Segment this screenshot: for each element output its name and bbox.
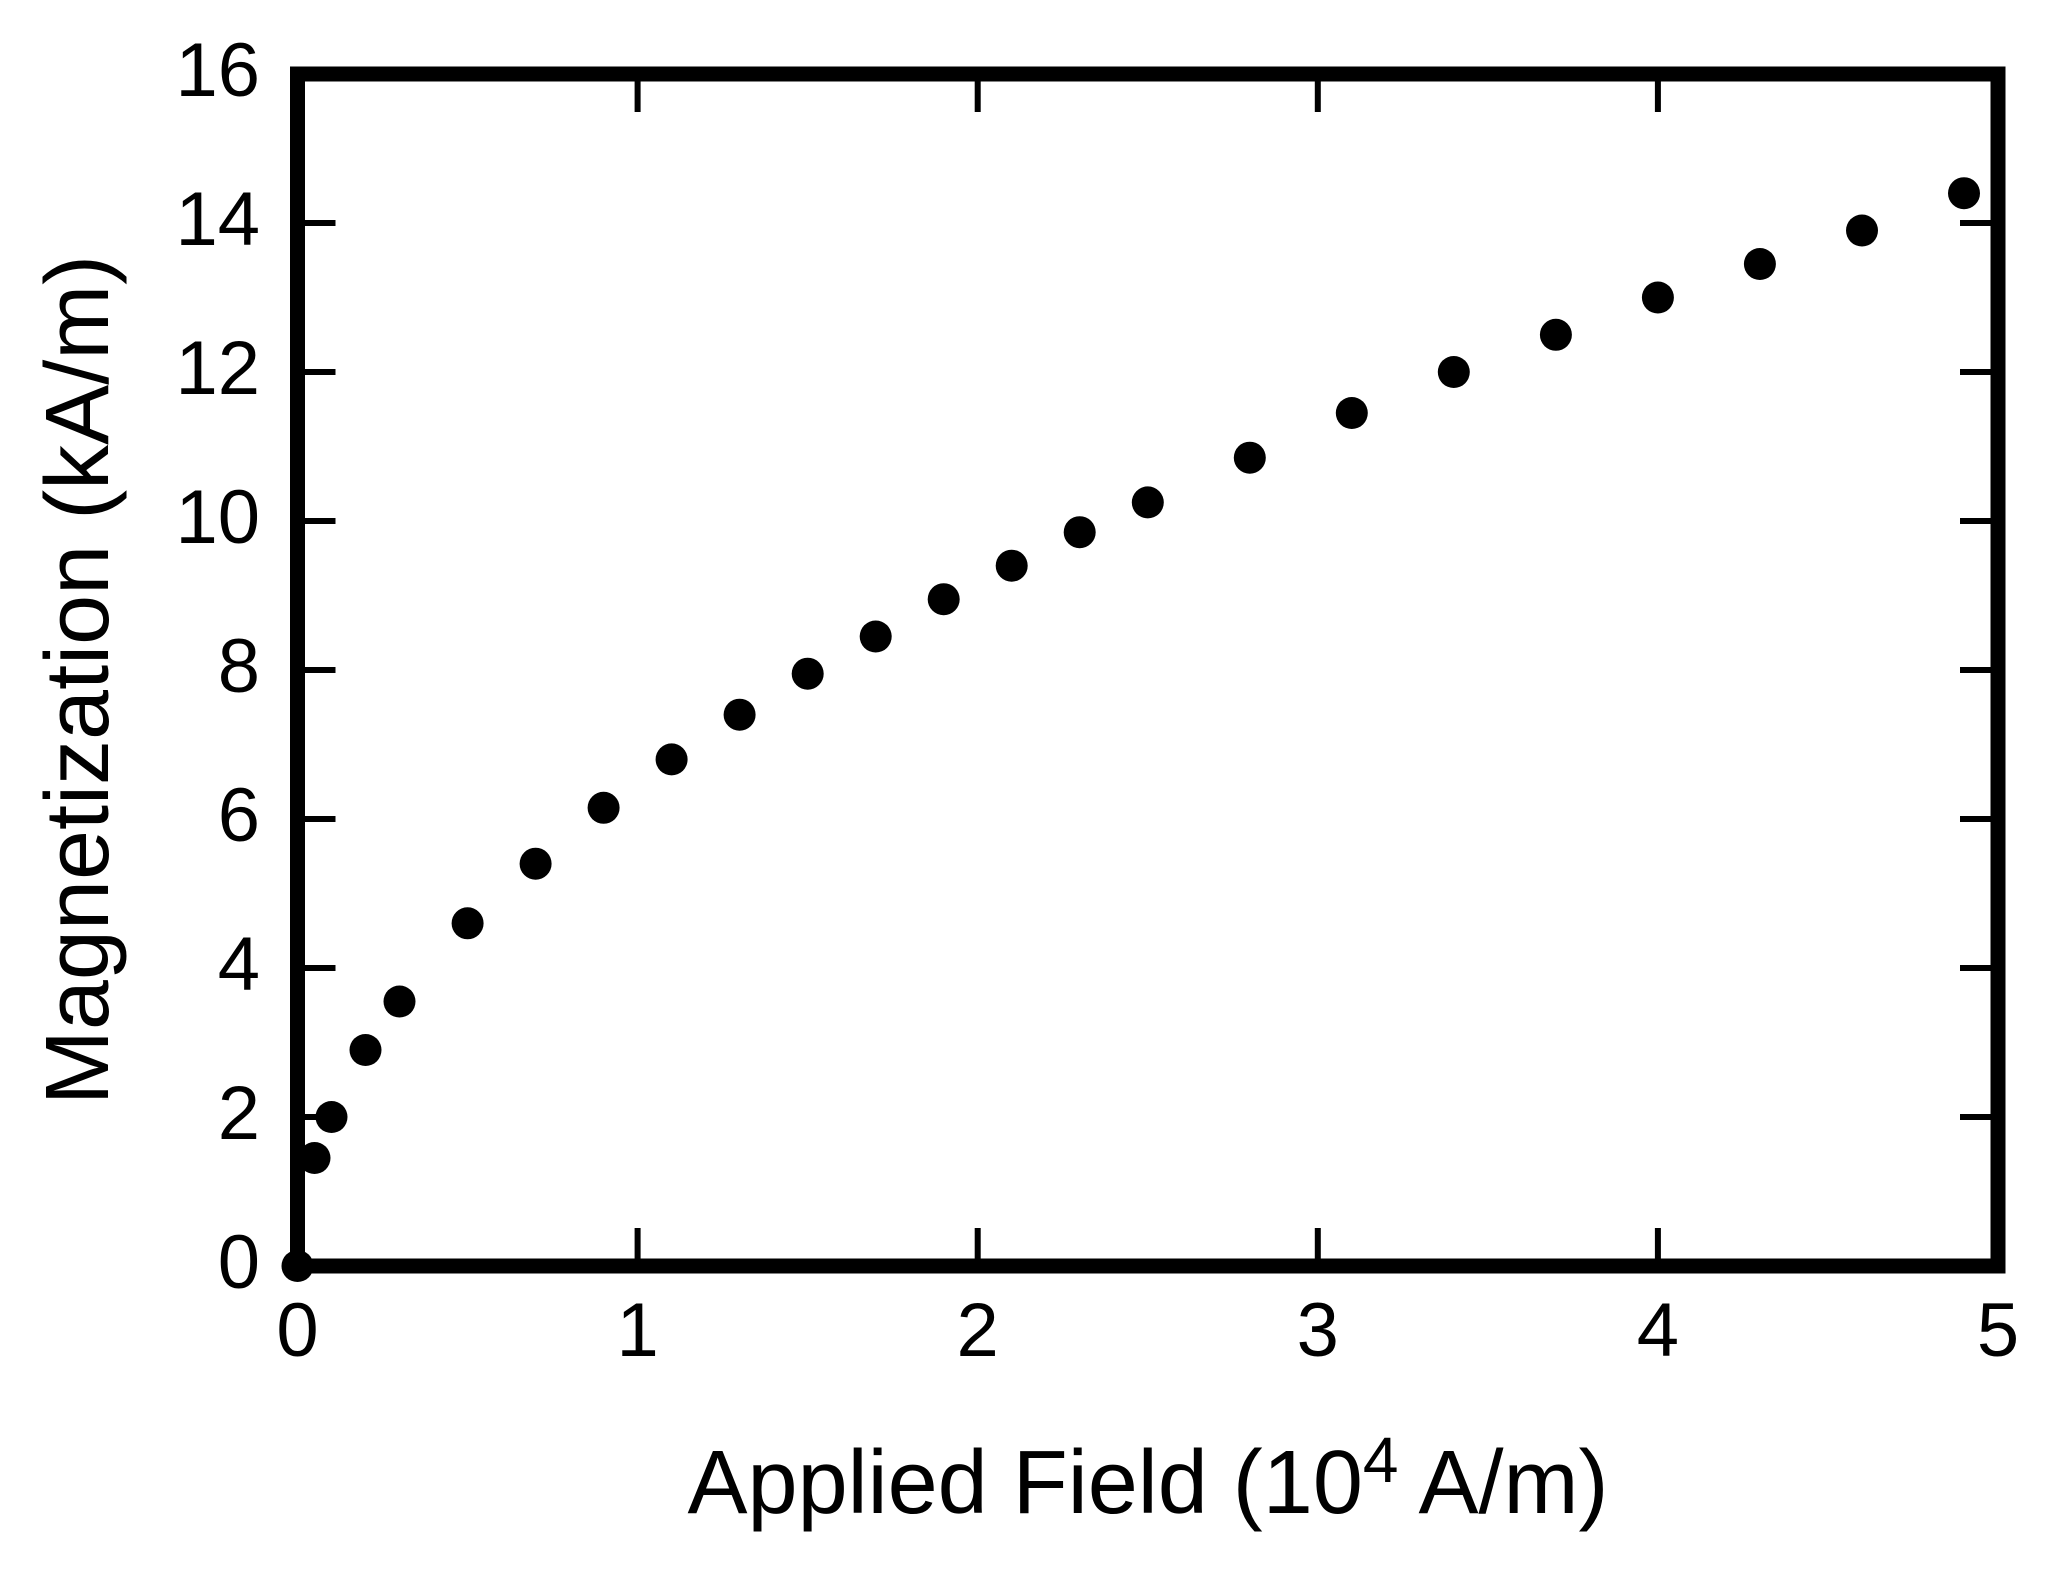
y-tick-label: 2 xyxy=(218,1071,260,1156)
data-point xyxy=(315,1101,348,1133)
tick-marks xyxy=(294,71,2001,1269)
data-point xyxy=(1641,281,1674,314)
data-point xyxy=(587,791,620,824)
y-tick-label: 16 xyxy=(175,28,260,113)
x-tick-label: 1 xyxy=(616,1288,658,1373)
scatter-series xyxy=(281,177,1980,1282)
data-point xyxy=(1063,516,1096,549)
x-axis-title: Applied Field (104 A/m) xyxy=(687,1424,1608,1533)
y-tick-label: 8 xyxy=(218,624,260,709)
x-tick-label: 2 xyxy=(957,1288,999,1373)
data-point xyxy=(281,1250,314,1282)
y-tick-label: 12 xyxy=(175,326,260,411)
x-tick-label: 3 xyxy=(1297,1288,1339,1373)
data-point xyxy=(1539,318,1572,351)
x-axis-title-suffix: A/m) xyxy=(1398,1433,1608,1533)
x-axis-title-superscript: 4 xyxy=(1363,1424,1399,1496)
data-point xyxy=(1437,356,1470,388)
data-point xyxy=(1131,486,1164,519)
data-point xyxy=(298,1142,331,1174)
x-tick-label: 0 xyxy=(276,1288,318,1373)
data-point xyxy=(1948,177,1980,210)
data-point xyxy=(1335,397,1368,429)
x-axis-title-prefix: Applied Field (10 xyxy=(687,1433,1362,1533)
data-point xyxy=(927,583,960,616)
y-tick-label: 10 xyxy=(175,475,260,560)
y-tick-label: 14 xyxy=(175,177,260,262)
data-point xyxy=(383,985,416,1018)
data-point xyxy=(723,698,756,731)
y-tick-label: 0 xyxy=(218,1220,260,1305)
plot-frame xyxy=(290,66,2006,1274)
data-point xyxy=(1846,214,1878,247)
data-point xyxy=(791,657,824,690)
y-tick-label: 6 xyxy=(218,773,260,858)
x-tick-label: 5 xyxy=(1977,1288,2019,1373)
y-axis-title: Magnetization (kA/m) xyxy=(28,255,128,1105)
data-point xyxy=(995,549,1028,582)
data-point xyxy=(1743,248,1776,280)
data-point xyxy=(859,620,892,653)
data-point xyxy=(655,743,688,776)
x-tick-label: 4 xyxy=(1637,1288,1679,1373)
data-point xyxy=(1233,441,1266,474)
data-point xyxy=(519,847,552,880)
data-point xyxy=(349,1034,382,1066)
y-tick-label: 4 xyxy=(218,922,260,1007)
data-point xyxy=(451,907,484,940)
